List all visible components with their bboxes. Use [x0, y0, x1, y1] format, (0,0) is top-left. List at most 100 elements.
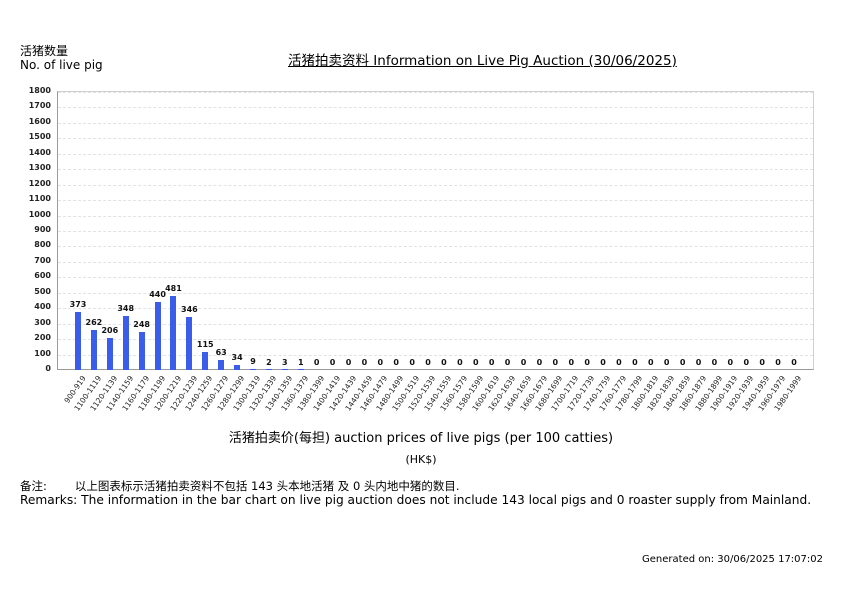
gridline: [58, 308, 813, 310]
bar-value-label: 0: [711, 358, 718, 367]
bar-value-label: 3: [282, 357, 288, 367]
bar-value-label: 0: [695, 358, 702, 367]
bar-value-label: 0: [648, 358, 654, 367]
gridline: [58, 323, 813, 325]
bar: [138, 331, 145, 370]
y-tick-label: 900: [34, 225, 51, 234]
bar-value-label: 348: [117, 304, 135, 314]
bar-value-label: 0: [393, 358, 399, 367]
bar-value-label: 206: [101, 326, 119, 336]
bar-value-label: 248: [133, 319, 150, 329]
bar-value-label: 440: [149, 290, 166, 300]
gridline: [58, 92, 813, 93]
bar-value-label: 0: [663, 358, 670, 367]
bar-value-label: 115: [196, 340, 214, 350]
bar-value-label: 0: [520, 358, 527, 367]
bar-value-label: 0: [345, 358, 352, 367]
bar: [106, 338, 113, 370]
chart-title: 活猪拍卖资料 Information on Live Pig Auction (…: [288, 53, 677, 69]
bar-value-label: 346: [181, 304, 198, 314]
gridline: [58, 215, 813, 217]
bar: [186, 316, 193, 370]
y-tick-label: 1800: [28, 86, 51, 95]
bar-value-label: 9: [250, 356, 256, 366]
bar-value-label: 0: [409, 358, 415, 367]
bar-value-label: 0: [488, 358, 495, 367]
y-tick-label: 400: [34, 302, 51, 312]
gridline: [58, 261, 813, 263]
bar-value-label: 0: [775, 358, 781, 367]
y-tick-label: 500: [34, 286, 51, 296]
bar: [202, 352, 209, 370]
bar-value-label: 0: [504, 358, 511, 367]
gridline: [58, 153, 813, 155]
bar-value-label: 34: [231, 352, 243, 362]
remark-cn-text: 以上图表标示活猪拍卖资料不包括 143 头本地活猪 及 0 头内地中猪的数目.: [74, 479, 460, 493]
y-axis-label-cn: 活猪数量: [20, 44, 69, 58]
bar-value-label: 0: [632, 358, 638, 367]
remark-cn: 备注: 以上图表标示活猪拍卖资料不包括 143 头本地活猪 及 0 头内地中猪的数…: [20, 478, 460, 494]
bar: [250, 368, 257, 370]
bar-value-label: 0: [552, 358, 559, 367]
gridline: [58, 292, 813, 294]
bar-value-label: 0: [600, 358, 606, 367]
bar-value-label: 481: [165, 283, 182, 293]
y-tick-label: 100: [34, 348, 51, 358]
bar: [170, 295, 177, 370]
generated-timestamp: Generated on: 30/06/2025 17:07:02: [642, 554, 823, 565]
bar: [75, 312, 81, 370]
bar-value-label: 0: [377, 358, 384, 367]
y-axis-label-en: No. of live pig: [20, 58, 103, 72]
bar-value-label: 0: [361, 358, 368, 367]
gridline: [58, 169, 813, 171]
remark-cn-label: 备注:: [20, 479, 47, 493]
bar-value-label: 0: [425, 358, 431, 367]
remark-en: Remarks: The information in the bar char…: [20, 493, 812, 507]
bar-value-label: 0: [329, 358, 336, 367]
y-tick-label: 200: [34, 333, 51, 343]
bar-value-label: 0: [536, 358, 543, 367]
bar-value-label: 1: [297, 357, 304, 367]
bar-value-label: 0: [472, 358, 479, 367]
y-tick-label: 1300: [28, 163, 51, 173]
y-tick-label: 0: [45, 364, 51, 373]
bar-value-label: 0: [743, 358, 750, 367]
bar: [122, 316, 129, 370]
y-tick-label: 300: [34, 317, 51, 327]
bar-value-label: 0: [616, 358, 622, 367]
gridline: [58, 246, 813, 248]
bar-value-label: 0: [679, 358, 686, 367]
y-tick-label: 600: [34, 271, 51, 281]
bar: [218, 360, 225, 370]
gridline: [58, 231, 813, 232]
y-tick-label: 1700: [28, 101, 51, 111]
x-axis-unit: (HK$): [405, 453, 437, 466]
x-axis-label: 活猪拍卖价(每担) auction prices of live pigs (p…: [228, 431, 614, 446]
y-tick-label: 700: [34, 255, 51, 265]
bar: [90, 329, 97, 370]
gridline: [58, 354, 813, 356]
bar-value-label: 0: [727, 358, 734, 367]
bar-value-label: 0: [584, 358, 590, 367]
bar: [234, 364, 241, 370]
bar-value-label: 2: [266, 357, 272, 367]
gridline: [58, 122, 813, 124]
bar-value-label: 0: [568, 358, 575, 367]
y-tick-label: 1500: [28, 132, 51, 142]
bar: [281, 369, 288, 370]
gridline: [58, 200, 813, 202]
y-tick-label: 800: [34, 240, 51, 250]
y-tick-label: 1400: [28, 147, 51, 157]
bar-value-label: 0: [313, 358, 320, 367]
y-tick-label: 1000: [28, 209, 51, 219]
bar: [154, 302, 161, 370]
bar-value-label: 0: [441, 358, 447, 367]
bar-value-label: 373: [69, 300, 87, 310]
bar: [297, 369, 304, 370]
bar-value-label: 262: [85, 317, 103, 327]
bar-value-label: 63: [215, 348, 227, 358]
y-tick-label: 1200: [28, 178, 51, 188]
bar: [265, 369, 272, 370]
gridline: [58, 138, 813, 140]
y-tick-label: 1100: [28, 194, 51, 204]
